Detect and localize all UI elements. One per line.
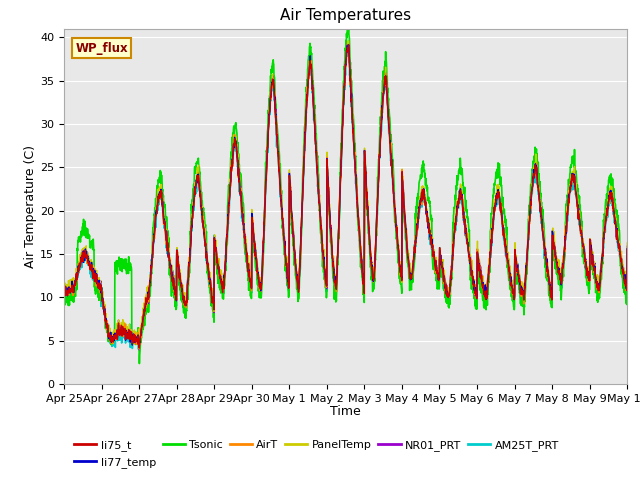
Legend: li75_t, li77_temp, Tsonic, AirT, PanelTemp, NR01_PRT, AM25T_PRT: li75_t, li77_temp, Tsonic, AirT, PanelTe… <box>70 436 563 472</box>
Y-axis label: Air Temperature (C): Air Temperature (C) <box>24 145 37 268</box>
X-axis label: Time: Time <box>330 405 361 418</box>
Title: Air Temperatures: Air Temperatures <box>280 9 411 24</box>
Text: WP_flux: WP_flux <box>76 42 128 55</box>
